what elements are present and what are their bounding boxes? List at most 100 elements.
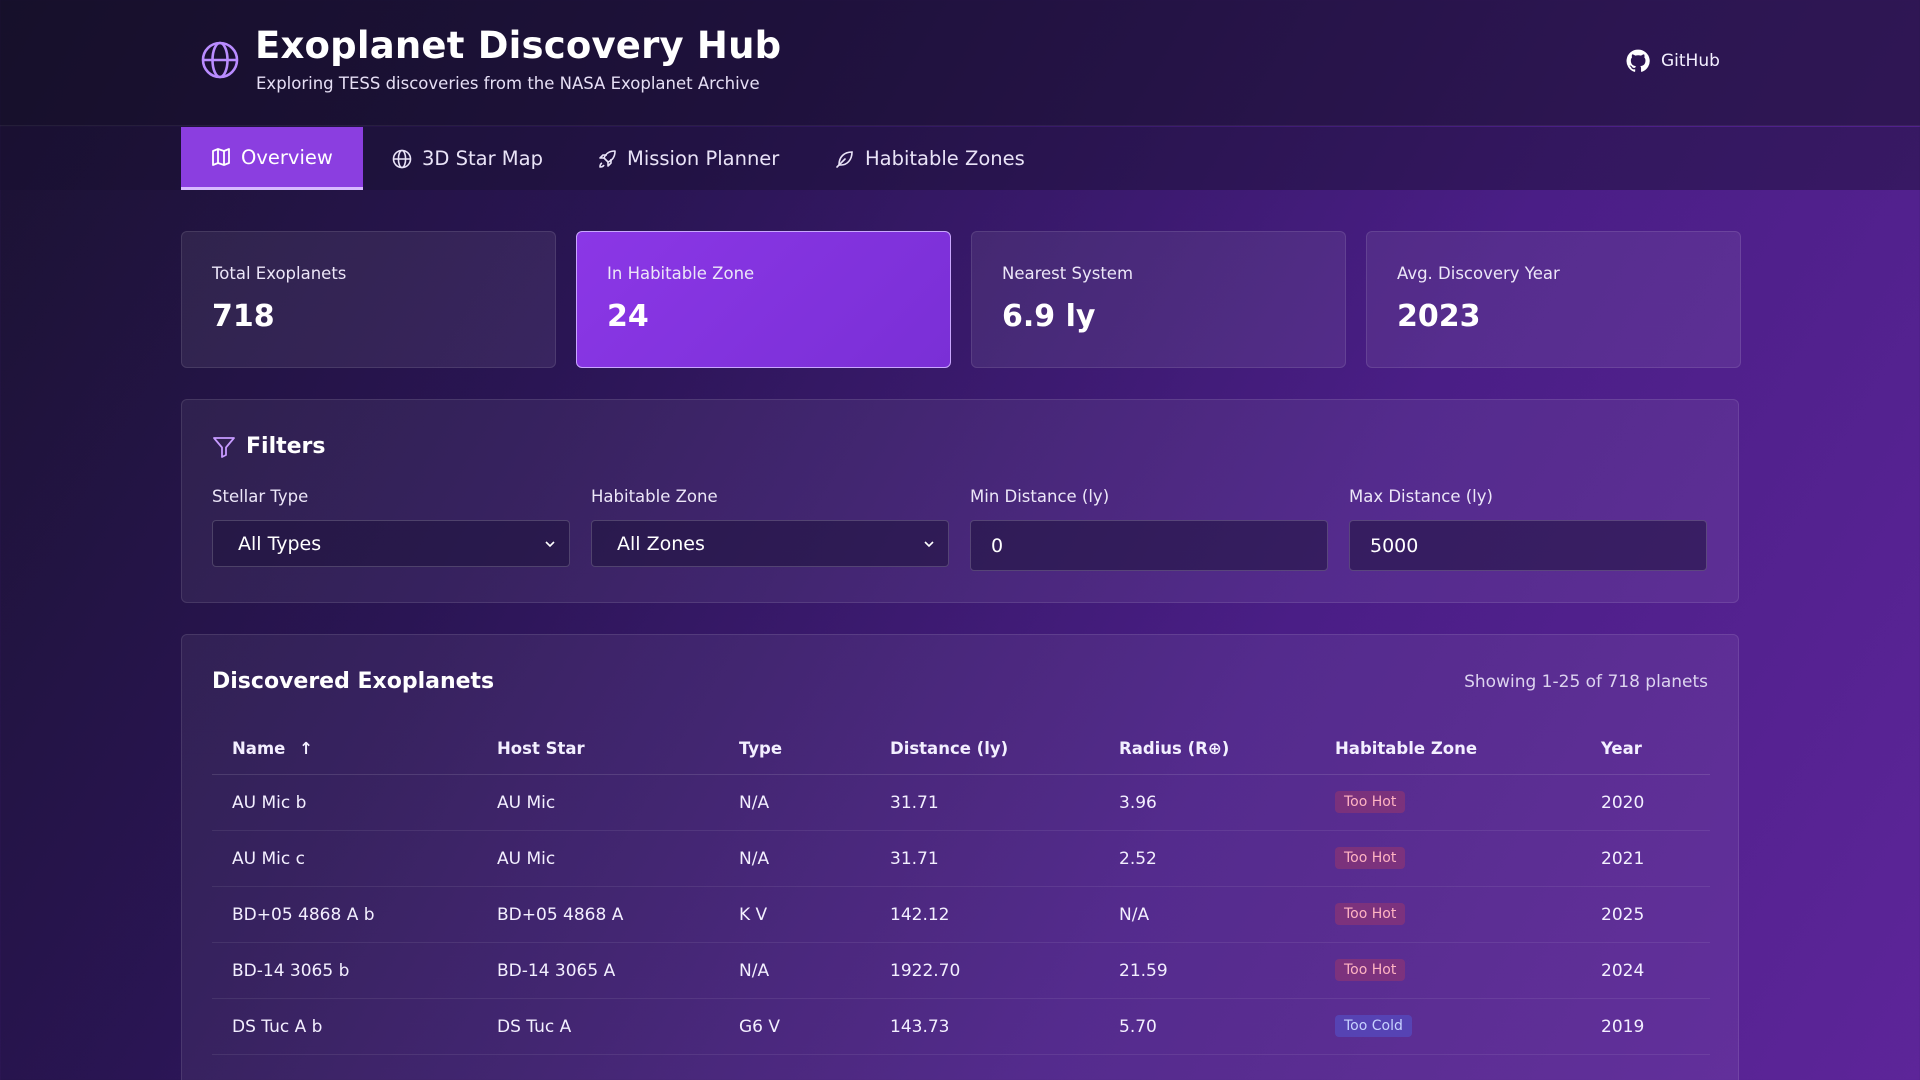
github-label: GitHub bbox=[1661, 51, 1720, 71]
table-title: Discovered Exoplanets bbox=[212, 669, 495, 694]
cell-name: AU Mic b bbox=[232, 793, 307, 813]
column-header-distance[interactable]: Distance (ly) bbox=[890, 739, 1009, 758]
zone-badge: Too Hot bbox=[1335, 847, 1406, 869]
app-title: Exoplanet Discovery Hub bbox=[255, 24, 782, 67]
zone-badge: Too Hot bbox=[1335, 959, 1406, 981]
habitable-zone-label: Habitable Zone bbox=[591, 487, 718, 506]
stat-label: Total Exoplanets bbox=[212, 264, 347, 283]
filter-icon bbox=[213, 436, 235, 458]
cell-distance: 31.71 bbox=[890, 849, 939, 869]
cell-host-star: DS Tuc A bbox=[497, 1017, 572, 1037]
column-header-radius[interactable]: Radius (R⊕) bbox=[1119, 739, 1230, 758]
min-distance-value: 0 bbox=[991, 534, 1004, 557]
stat-label: In Habitable Zone bbox=[607, 264, 755, 283]
table-row[interactable]: BD-14 3065 b BD-14 3065 A N/A 1922.70 21… bbox=[212, 943, 1710, 999]
cell-year: 2019 bbox=[1601, 1017, 1645, 1037]
stat-value: 718 bbox=[212, 299, 275, 334]
cell-host-star: AU Mic bbox=[497, 793, 556, 813]
tab-3d-star-map[interactable]: 3D Star Map bbox=[392, 127, 543, 190]
stat-card-habitable-zone: In Habitable Zone 24 bbox=[576, 231, 951, 368]
cell-type: N/A bbox=[739, 849, 770, 869]
cell-type: N/A bbox=[739, 961, 770, 981]
cell-host-star: AU Mic bbox=[497, 849, 556, 869]
column-header-habitable-zone[interactable]: Habitable Zone bbox=[1335, 739, 1478, 758]
stat-label: Avg. Discovery Year bbox=[1397, 264, 1560, 283]
cell-type: G6 V bbox=[739, 1017, 781, 1037]
table-row[interactable]: BD+05 4868 A b BD+05 4868 A K V 142.12 N… bbox=[212, 887, 1710, 943]
table-row[interactable]: DS Tuc A b DS Tuc A G6 V 143.73 5.70 Too… bbox=[212, 999, 1710, 1055]
table-header-row: Name ↑ Host Star Type Distance (ly) Radi… bbox=[212, 725, 1710, 775]
cell-radius: 21.59 bbox=[1119, 961, 1168, 981]
habitable-zone-value: All Zones bbox=[617, 532, 705, 555]
column-header-name[interactable]: Name ↑ bbox=[232, 739, 313, 758]
cell-distance: 143.73 bbox=[890, 1017, 950, 1037]
stat-card-avg-discovery-year: Avg. Discovery Year 2023 bbox=[1366, 231, 1741, 368]
leaf-icon bbox=[836, 150, 853, 168]
cell-year: 2020 bbox=[1601, 793, 1645, 813]
cell-year: 2024 bbox=[1601, 961, 1645, 981]
cell-name: BD+05 4868 A b bbox=[232, 905, 375, 925]
stellar-type-value: All Types bbox=[238, 532, 322, 555]
tab-overview[interactable]: Overview bbox=[181, 127, 363, 190]
filters-panel: Filters Stellar Type All Types Habitable… bbox=[181, 399, 1739, 603]
tab-label: 3D Star Map bbox=[422, 147, 543, 170]
globe-icon bbox=[392, 149, 412, 168]
cell-distance: 142.12 bbox=[890, 905, 950, 925]
max-distance-value: 5000 bbox=[1370, 534, 1419, 557]
column-header-host-star[interactable]: Host Star bbox=[497, 739, 585, 758]
column-header-type[interactable]: Type bbox=[739, 739, 783, 758]
cell-radius: N/A bbox=[1119, 905, 1150, 925]
cell-name: AU Mic c bbox=[232, 849, 305, 869]
cell-host-star: BD-14 3065 A bbox=[497, 961, 616, 981]
max-distance-input[interactable]: 5000 bbox=[1349, 520, 1707, 571]
tab-mission-planner[interactable]: Mission Planner bbox=[597, 127, 779, 190]
stat-label: Nearest System bbox=[1002, 264, 1134, 283]
filters-heading: Filters bbox=[212, 434, 326, 459]
table-row[interactable]: AU Mic c AU Mic N/A 31.71 2.52 Too Hot 2… bbox=[212, 831, 1710, 887]
cell-name: BD-14 3065 b bbox=[232, 961, 350, 981]
tab-label: Mission Planner bbox=[627, 147, 780, 170]
tab-label: Overview bbox=[241, 145, 333, 169]
cell-year: 2021 bbox=[1601, 849, 1645, 869]
stat-value: 6.9 ly bbox=[1002, 299, 1096, 334]
table-row[interactable]: AU Mic b AU Mic N/A 31.71 3.96 Too Hot 2… bbox=[212, 775, 1710, 831]
zone-badge: Too Hot bbox=[1335, 791, 1406, 813]
app-subtitle: Exploring TESS discoveries from the NASA… bbox=[256, 74, 760, 93]
rocket-icon bbox=[599, 149, 616, 168]
column-header-year[interactable]: Year bbox=[1601, 739, 1642, 758]
max-distance-label: Max Distance (ly) bbox=[1349, 487, 1493, 506]
stellar-type-label: Stellar Type bbox=[212, 487, 309, 506]
github-link[interactable]: GitHub bbox=[1625, 48, 1720, 74]
cell-year: 2025 bbox=[1601, 905, 1645, 925]
cell-type: N/A bbox=[739, 793, 770, 813]
habitable-zone-select[interactable]: All Zones bbox=[591, 520, 949, 567]
stellar-type-select[interactable]: All Types bbox=[212, 520, 570, 567]
min-distance-label: Min Distance (ly) bbox=[970, 487, 1110, 506]
github-icon bbox=[1626, 49, 1650, 72]
zone-badge: Too Hot bbox=[1335, 903, 1406, 925]
cell-type: K V bbox=[739, 905, 768, 925]
exoplanet-table-panel: Discovered Exoplanets Showing 1-25 of 71… bbox=[181, 634, 1739, 1080]
cell-name: DS Tuc A b bbox=[232, 1017, 323, 1037]
table-count: Showing 1-25 of 718 planets bbox=[1464, 672, 1708, 692]
sort-ascending-icon: ↑ bbox=[299, 739, 313, 758]
tab-habitable-zones[interactable]: Habitable Zones bbox=[835, 127, 1025, 190]
min-distance-input[interactable]: 0 bbox=[970, 520, 1328, 571]
zone-badge: Too Cold bbox=[1335, 1015, 1412, 1037]
stat-value: 2023 bbox=[1397, 299, 1481, 334]
app-header: Exoplanet Discovery Hub Exploring TESS d… bbox=[0, 0, 1920, 126]
tab-label: Habitable Zones bbox=[865, 147, 1025, 170]
cell-host-star: BD+05 4868 A bbox=[497, 905, 624, 925]
globe-icon bbox=[201, 41, 239, 79]
column-header-label: Name bbox=[232, 739, 286, 758]
cell-radius: 2.52 bbox=[1119, 849, 1157, 869]
cell-distance: 31.71 bbox=[890, 793, 939, 813]
chevron-down-icon bbox=[924, 541, 934, 548]
cell-distance: 1922.70 bbox=[890, 961, 961, 981]
filters-title: Filters bbox=[246, 434, 326, 459]
cell-radius: 5.70 bbox=[1119, 1017, 1157, 1037]
stat-card-total-exoplanets: Total Exoplanets 718 bbox=[181, 231, 556, 368]
stat-value: 24 bbox=[607, 299, 649, 334]
cell-radius: 3.96 bbox=[1119, 793, 1157, 813]
chevron-down-icon bbox=[545, 541, 555, 548]
